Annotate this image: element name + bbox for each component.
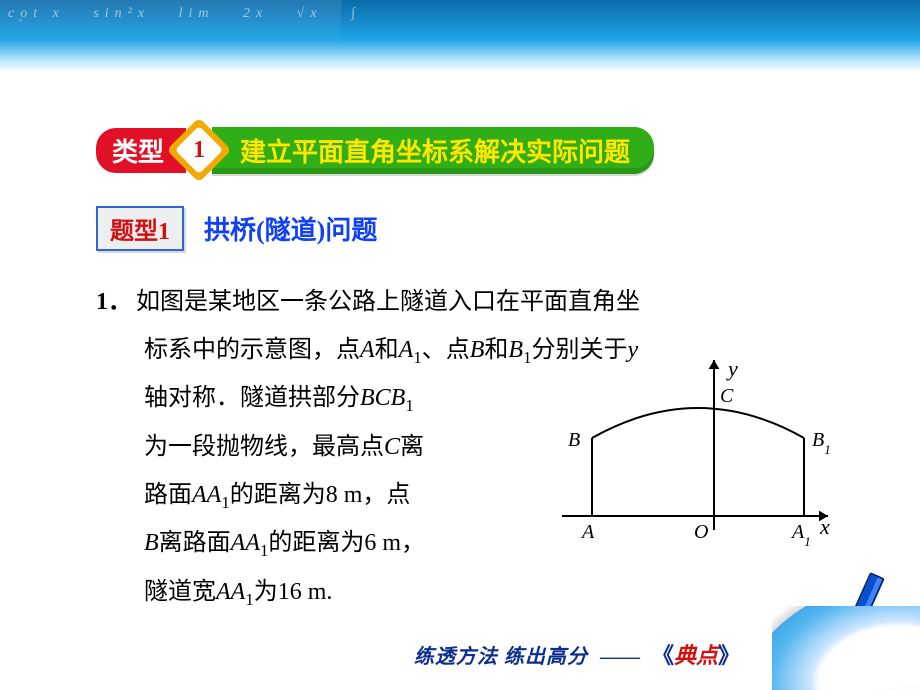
svg-text:A: A [580, 521, 595, 543]
svg-text:y: y [726, 356, 738, 381]
subtype-badge: 题型1 [96, 206, 184, 251]
section-title: 建立平面直角坐标系解决实际问题 [212, 127, 654, 174]
problem-line1: 如图是某地区一条公路上隧道入口在平面直角坐 [136, 289, 640, 315]
svg-text:x: x [819, 514, 830, 539]
problem-number: 1． [96, 278, 136, 326]
page-curl [772, 606, 920, 690]
footer: 练透方法 练出高分 —— 《典点》 [414, 638, 740, 670]
svg-text:O: O [694, 521, 708, 543]
svg-text:A1: A1 [790, 521, 811, 549]
svg-text:C: C [720, 385, 734, 407]
subtype-title: 拱桥(隧道)问题 [204, 210, 377, 247]
footer-dash: —— [600, 646, 640, 669]
tunnel-figure: y x O A A1 B B1 C [552, 354, 842, 554]
section-header: 类型 1 建立平面直角坐标系解决实际问题 [96, 124, 880, 176]
category-number: 1 [176, 127, 222, 173]
banner [0, 0, 920, 72]
subtype-row: 题型1 拱桥(隧道)问题 [96, 206, 377, 251]
footer-slogan: 练透方法 练出高分 [414, 640, 588, 669]
svg-text:B: B [568, 429, 580, 451]
footer-book: 《典点》 [652, 638, 740, 670]
category-number-diamond: 1 [176, 127, 222, 173]
svg-text:B1: B1 [812, 429, 831, 457]
